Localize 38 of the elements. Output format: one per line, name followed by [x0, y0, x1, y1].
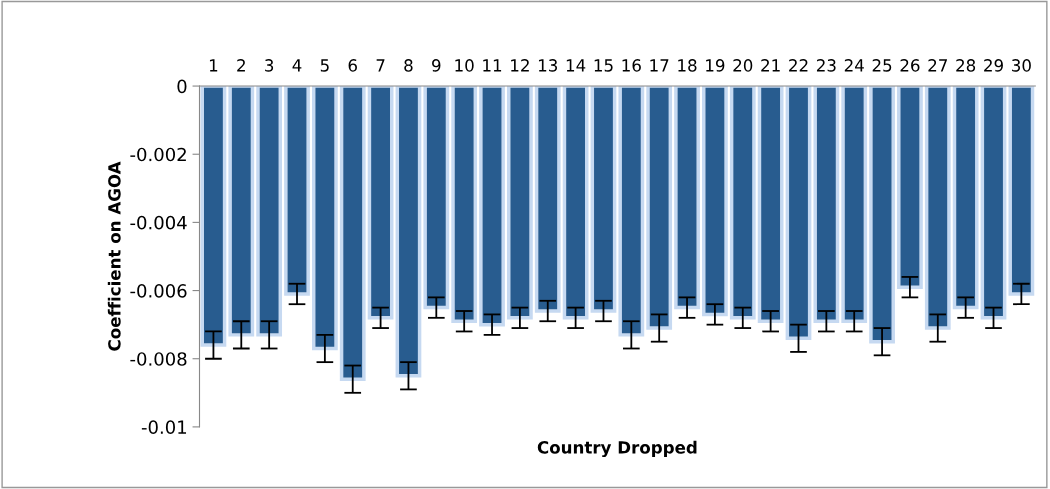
x-tick-label: 6: [348, 59, 357, 72]
y-tick-label: -0.01: [141, 420, 187, 435]
x-tick-label: 15: [594, 59, 613, 72]
x-tick-label: 5: [320, 59, 329, 72]
x-tick-label: 22: [789, 59, 808, 72]
x-tick-label: 12: [511, 59, 529, 72]
y-axis-title: Coefficient on AGOA: [107, 161, 121, 351]
x-tick-label: 30: [1012, 59, 1031, 72]
x-tick-label: 24: [844, 59, 864, 72]
x-tick-label: 26: [900, 59, 920, 72]
x-tick-label: 27: [928, 59, 947, 72]
x-axis-title: Country Dropped: [537, 440, 697, 458]
x-tick-label: 19: [706, 59, 725, 72]
x-tick-label: 9: [432, 59, 441, 72]
y-tick-label: -0.002: [130, 147, 186, 162]
x-tick-label: 13: [538, 59, 558, 72]
x-tick-label: 4: [292, 59, 302, 72]
y-tick-label: -0.004: [130, 215, 187, 230]
x-tick-label: 18: [678, 59, 697, 72]
x-tick-label: 29: [984, 59, 1003, 72]
x-tick-label: 17: [650, 59, 669, 72]
x-tick-label: 20: [733, 59, 753, 72]
x-tick-label: 25: [872, 59, 892, 72]
y-tick-label: -0.006: [130, 284, 187, 298]
x-tick-label: 10: [455, 59, 474, 72]
x-tick-label: 14: [566, 59, 586, 72]
x-tick-label: 7: [376, 59, 385, 72]
x-tick-label: 1: [209, 59, 218, 72]
x-tick-label: 2: [237, 59, 245, 72]
y-tick-label: -0.008: [130, 352, 187, 366]
x-tick-label: 3: [265, 59, 274, 72]
x-tick-label: 11: [483, 59, 502, 72]
x-tick-label: 28: [956, 59, 976, 72]
x-tick-label: 16: [622, 59, 641, 72]
x-tick-label: 23: [816, 59, 836, 72]
x-tick-label: 21: [761, 59, 780, 72]
x-tick-label: 8: [404, 59, 413, 72]
y-tick-label: 0: [177, 79, 187, 94]
